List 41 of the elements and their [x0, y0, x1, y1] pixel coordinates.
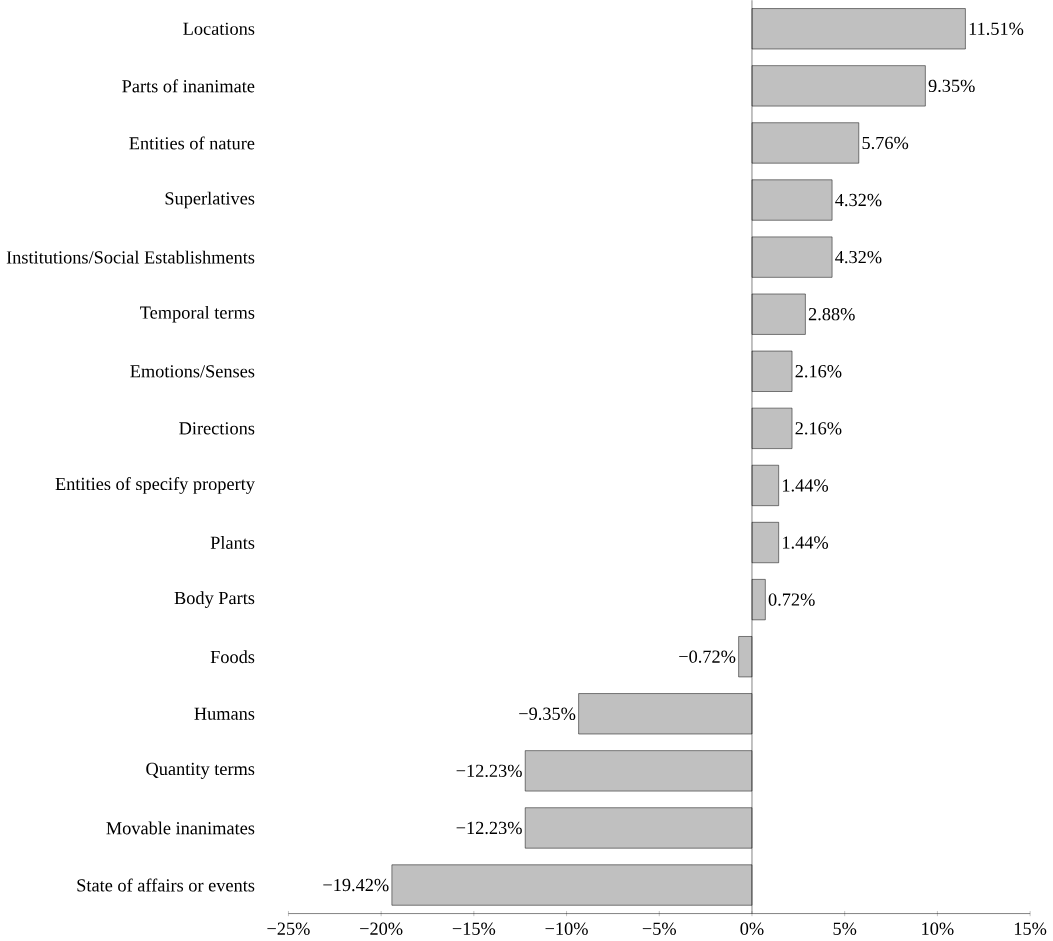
data-label: 11.51%	[969, 22, 1024, 35]
x-tick-label: −15%	[452, 922, 496, 935]
x-tick-label: 15%	[1014, 922, 1047, 935]
x-tick-label: −20%	[360, 922, 403, 935]
y-tick-label: Foods	[210, 650, 255, 664]
data-label: 0.72%	[768, 593, 815, 606]
y-tick-label: Movable inanimates	[106, 821, 255, 835]
data-label: 4.32%	[835, 193, 882, 207]
y-tick-label: Superlatives	[165, 191, 255, 209]
data-label: 1.44%	[782, 536, 829, 549]
data-label: 5.76%	[862, 136, 909, 150]
y-tick-label: Temporal terms	[140, 305, 255, 323]
data-label: 9.35%	[928, 79, 975, 93]
data-label: 4.32%	[835, 250, 882, 264]
data-label: −12.23%	[456, 764, 522, 778]
y-tick-label: State of affairs or events	[77, 878, 255, 892]
y-tick-label: Parts of inanimate	[122, 79, 255, 93]
x-tick-label: 10%	[922, 922, 954, 935]
x-tick-label: −10%	[545, 922, 588, 935]
data-label: −0.72%	[679, 650, 736, 663]
y-tick-label: Entities of specify property	[55, 477, 255, 494]
data-label: 2.88%	[808, 307, 855, 321]
data-label: −9.35%	[519, 707, 576, 720]
y-tick-label: Plants	[210, 536, 255, 549]
y-tick-label: Body Parts	[174, 591, 255, 608]
x-tick-label: 0%	[740, 922, 764, 935]
data-label: −12.23%	[456, 821, 522, 835]
x-tick-label: −5%	[642, 922, 677, 935]
data-label: 1.44%	[782, 479, 829, 492]
y-tick-label: Institutions/Social Establishments	[6, 250, 255, 264]
y-tick-label: Directions	[179, 422, 255, 435]
data-label: 2.16%	[795, 365, 842, 378]
x-tick-label: −25%	[267, 922, 310, 935]
data-label: 2.16%	[795, 422, 842, 435]
y-tick-label: Humans	[194, 707, 255, 720]
y-tick-label: Quantity terms	[146, 762, 255, 779]
data-label: −19.42%	[323, 878, 389, 892]
x-tick-label: 5%	[833, 922, 857, 935]
y-tick-label: Entities of nature	[129, 136, 255, 150]
y-tick-label: Emotions/Senses	[130, 365, 255, 378]
y-tick-label: Locations	[183, 22, 255, 35]
